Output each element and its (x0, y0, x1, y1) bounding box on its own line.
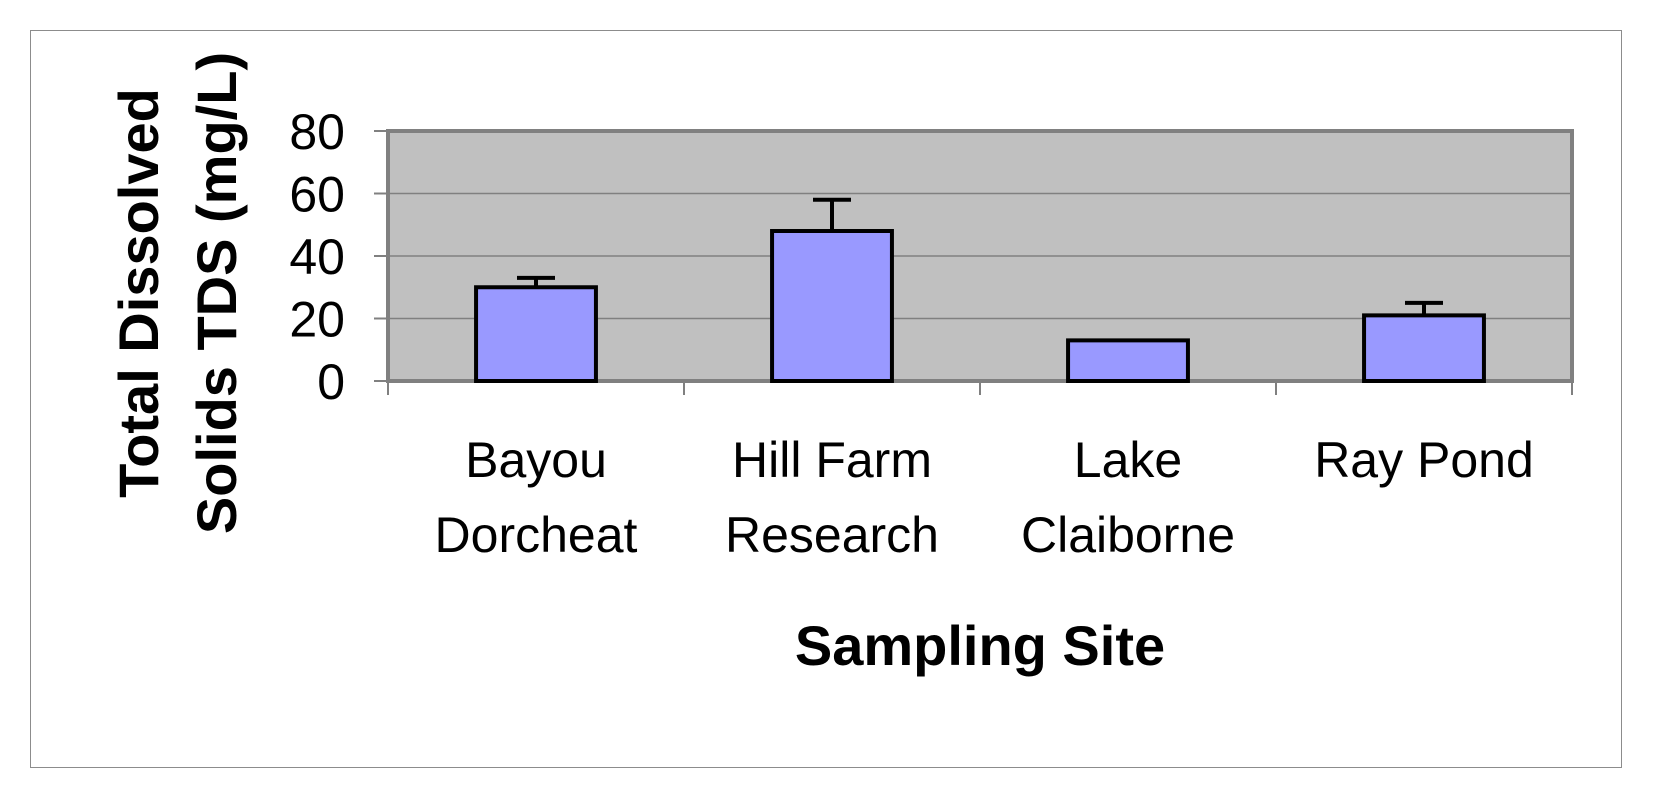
y-tick-label: 0 (317, 354, 345, 410)
x-category-label: Hill Farm (732, 432, 932, 488)
x-category-label: Bayou (465, 432, 607, 488)
x-axis-ticks (387, 381, 1573, 395)
x-category-label: Dorcheat (435, 507, 638, 563)
y-tick-label: 40 (289, 229, 345, 285)
y-tick-label: 20 (289, 292, 345, 348)
bar (474, 285, 598, 383)
bar (1362, 313, 1486, 383)
x-category-label: Claiborne (1021, 507, 1235, 563)
y-tick-label: 80 (289, 104, 345, 160)
bar (1066, 338, 1190, 383)
x-category-label: Lake (1074, 432, 1182, 488)
x-axis-title: Sampling Site (795, 614, 1165, 677)
category-labels: Bayou Dorcheat Hill Farm Research Lake Claibo… (435, 432, 1534, 563)
y-axis-title-line-2: Solids TDS (mg/L) (185, 52, 248, 534)
bar (770, 229, 894, 383)
error-bars (517, 197, 1443, 316)
y-axis-ticks: 0 20 40 60 80 (289, 104, 388, 410)
x-category-label: Research (725, 507, 939, 563)
y-tick-label: 60 (289, 167, 345, 223)
bars (474, 229, 1486, 383)
y-axis-title-line-1: Total Dissolved (107, 88, 170, 498)
x-category-label: Ray Pond (1314, 432, 1534, 488)
